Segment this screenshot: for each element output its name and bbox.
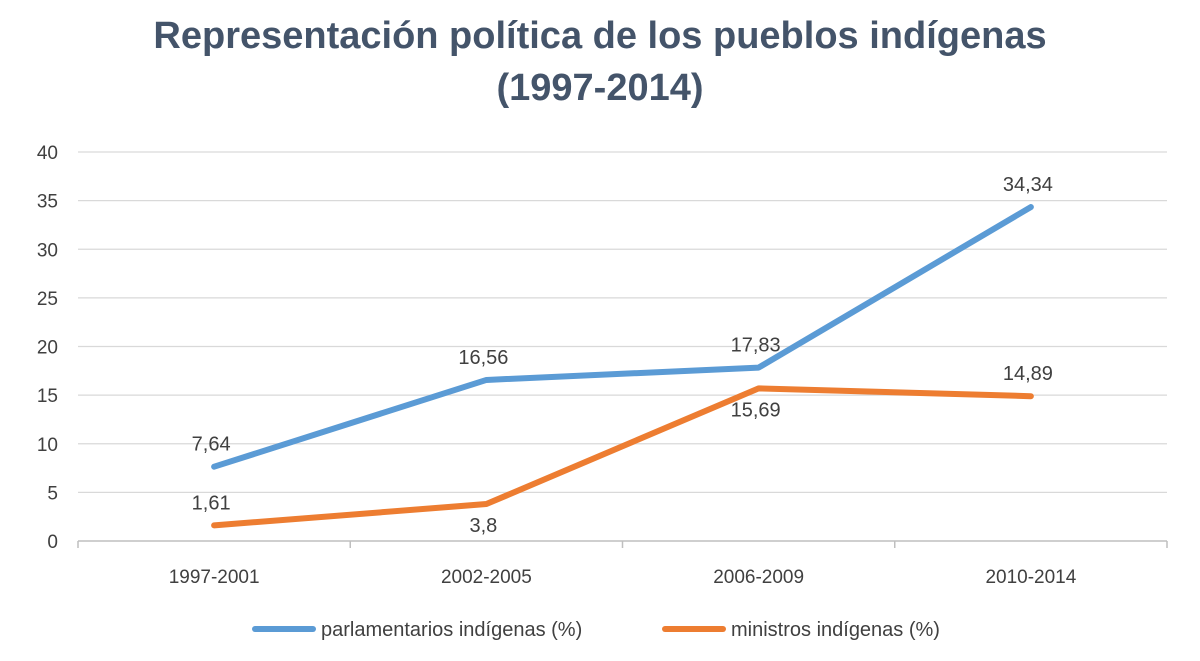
legend-label: parlamentarios indígenas (%) (321, 619, 582, 641)
series-line-parlamentarios (211, 204, 1034, 470)
y-tick-label: 35 (37, 192, 58, 213)
data-label: 1,61 (192, 492, 231, 514)
x-tick-label: 2002-2005 (441, 567, 532, 588)
y-tick-label: 15 (37, 386, 58, 407)
data-label: 15,69 (731, 399, 781, 421)
data-label: 3,8 (469, 515, 497, 537)
series-line-ministros (211, 385, 1034, 529)
y-tick-label: 40 (37, 143, 58, 164)
y-tick-label: 5 (47, 483, 58, 504)
y-tick-label: 25 (37, 289, 58, 310)
data-label: 16,56 (458, 347, 508, 369)
x-tick-label: 2006-2009 (713, 567, 804, 588)
data-label: 17,83 (731, 335, 781, 357)
data-label: 34,34 (1003, 174, 1053, 196)
data-label: 14,89 (1003, 363, 1053, 385)
data-label: 7,64 (192, 434, 231, 456)
y-tick-label: 20 (37, 338, 58, 359)
y-tick-label: 30 (37, 240, 58, 261)
x-tick-label: 2010-2014 (985, 567, 1076, 588)
chart-title-line-2: (1997-2014) (496, 67, 704, 109)
x-tick-label: 1997-2001 (169, 567, 260, 588)
y-tick-label: 10 (37, 435, 58, 456)
y-tick-label: 0 (47, 532, 58, 553)
legend-label: ministros indígenas (%) (731, 619, 940, 641)
chart-title: Representación política de los pueblos i… (0, 10, 1200, 114)
chart-title-line-1: Representación política de los pueblos i… (153, 15, 1047, 57)
